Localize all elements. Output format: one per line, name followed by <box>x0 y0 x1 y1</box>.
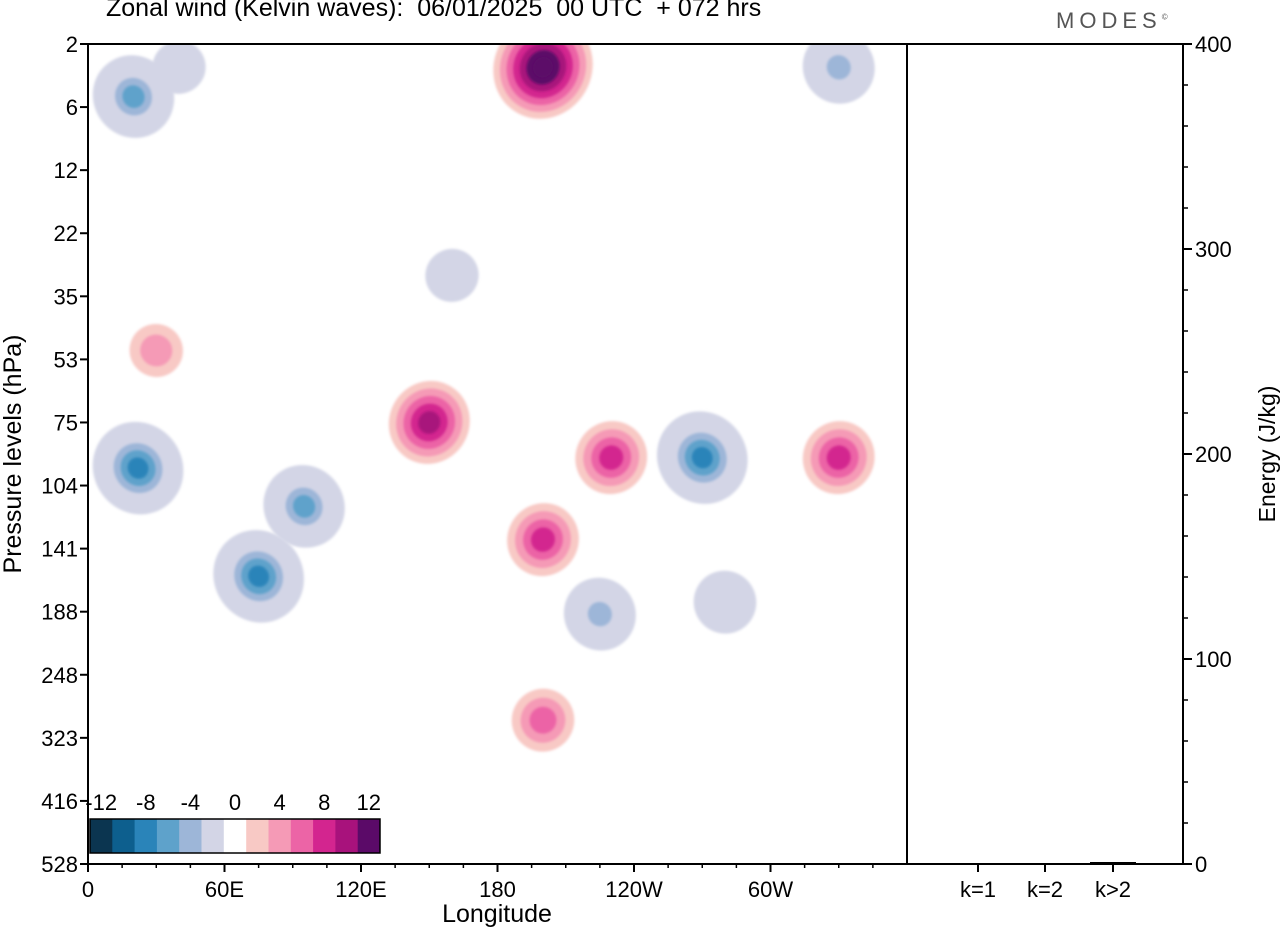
heatmap-frame <box>87 43 908 865</box>
westerly-anomaly <box>530 527 555 552</box>
colorbar-swatch <box>90 819 113 853</box>
x-tick-label: 180 <box>479 877 516 902</box>
colorbar-tick-label: 8 <box>318 790 330 815</box>
y-tick-label: 188 <box>41 600 78 625</box>
x-tick-label: 60E <box>205 877 244 902</box>
easterly-anomaly <box>293 495 316 518</box>
colorbar-tick-label: -12 <box>85 790 117 815</box>
easterly-anomaly <box>248 565 270 587</box>
x-tick-label: 0 <box>82 877 94 902</box>
y-axis-label: Pressure levels (hPa) <box>0 335 27 574</box>
chart-title: Zonal wind (Kelvin waves): 06/01/2025 00… <box>106 0 762 22</box>
colorbar-swatch <box>290 819 314 853</box>
westerly-anomaly <box>140 334 173 367</box>
colorbar-swatch <box>179 819 202 853</box>
energy-category-label: k=1 <box>960 877 996 902</box>
easterly-anomaly <box>122 85 145 108</box>
colorbar-swatch <box>246 819 269 853</box>
energy-bar <box>955 863 1001 865</box>
energy-axis: 0 100 200 300 400 <box>1183 32 1232 877</box>
colorbar-tick-label: 0 <box>229 790 241 815</box>
colorbar-swatch <box>201 819 225 853</box>
energy-tick-label: 400 <box>1195 32 1232 57</box>
colorbar-swatch <box>357 819 381 853</box>
energy-bar <box>1090 862 1136 864</box>
energy-bar <box>1022 863 1068 865</box>
y-tick-label: 22 <box>54 221 78 246</box>
x-tick-label: 120E <box>335 877 386 902</box>
energy-category-label: k>2 <box>1095 877 1131 902</box>
energy-tick-label: 0 <box>1195 852 1207 877</box>
easterly-anomaly <box>162 51 195 84</box>
colorbar-swatch <box>335 819 359 853</box>
energy-tick-label: 200 <box>1195 442 1232 467</box>
easterly-anomaly <box>826 55 851 80</box>
colorbar-tick-label: 4 <box>273 790 285 815</box>
y-tick-label: 6 <box>66 95 78 120</box>
y-tick-label: 12 <box>54 158 78 183</box>
colorbar-frame <box>89 818 381 854</box>
heatmap-plot <box>92 44 875 752</box>
westerly-anomaly <box>418 411 441 434</box>
brand-logo: MODES© <box>1056 8 1168 34</box>
y-tick-label: 248 <box>41 663 78 688</box>
westerly-anomaly <box>599 445 624 470</box>
y-tick-label: 141 <box>41 537 78 562</box>
colorbar-swatch <box>134 819 158 853</box>
x-tick-label: 60W <box>748 877 793 902</box>
easterly-anomaly <box>435 259 468 292</box>
colorbar-swatch <box>268 819 292 853</box>
easterly-anomaly <box>691 446 713 469</box>
colorbar-swatch <box>223 819 247 853</box>
brand-text: MODES <box>1056 8 1162 33</box>
energy-bars: k=1 k=2 k>2 <box>955 862 1136 902</box>
easterly-anomaly <box>587 601 612 627</box>
colorbar-tick-label: -4 <box>181 790 201 815</box>
westerly-anomaly <box>529 706 557 734</box>
y-tick-label: 528 <box>41 852 78 877</box>
y-tick-label: 35 <box>54 284 78 309</box>
x-axis-label: Longitude <box>442 900 552 928</box>
y-tick-label: 2 <box>66 32 78 57</box>
y-tick-label: 416 <box>41 789 78 814</box>
colorbar-tick-label: -8 <box>136 790 156 815</box>
colorbar-tick-label: 12 <box>357 790 381 815</box>
x-axis: 0 60E 120E 180 120W 60W <box>82 864 874 902</box>
registered-mark: © <box>1161 12 1168 22</box>
y-tick-label: 53 <box>54 347 78 372</box>
y-tick-label: 104 <box>41 474 78 499</box>
westerly-anomaly <box>533 56 553 78</box>
energy-tick-label: 100 <box>1195 647 1232 672</box>
colorbar: -12 -8 -4 0 4 8 12 <box>85 786 382 856</box>
colorbar-swatch <box>112 819 136 853</box>
energy-tick-label: 300 <box>1195 237 1232 262</box>
westerly-anomaly <box>826 445 851 470</box>
colorbar-swatch <box>156 819 180 853</box>
energy-frame <box>906 43 1184 865</box>
energy-axis-label: Energy (J/kg) <box>1254 386 1280 523</box>
easterly-anomaly <box>711 588 739 616</box>
colorbar-swatch <box>313 819 336 853</box>
y-tick-label: 75 <box>54 410 78 435</box>
easterly-anomaly <box>127 457 149 479</box>
energy-category-label: k=2 <box>1027 877 1063 902</box>
y-axis: 2 6 12 22 35 53 75 104 141 188 248 323 416 528 <box>41 32 88 877</box>
y-tick-label: 323 <box>41 726 78 751</box>
x-tick-label: 120W <box>605 877 663 902</box>
